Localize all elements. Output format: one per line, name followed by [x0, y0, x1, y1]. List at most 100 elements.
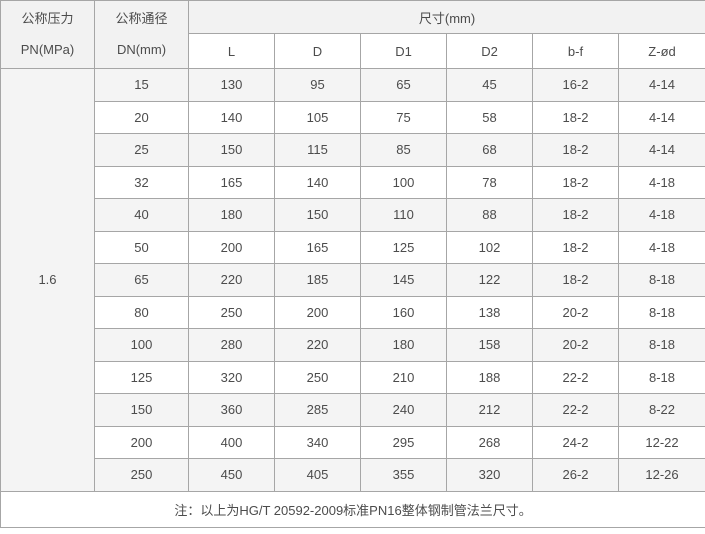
cell-D2: 88 [446, 198, 533, 232]
cell-bf: 18-2 [532, 198, 619, 232]
cell-D1: 355 [360, 458, 447, 492]
cell-L: 450 [188, 458, 275, 492]
cell-D1: 85 [360, 133, 447, 167]
cell-zod: 8-22 [617, 393, 705, 427]
table-row: 32 165 140 100 78 18-2 4-18 [1, 165, 705, 199]
table-row: 50 200 165 125 102 18-2 4-18 [1, 230, 705, 264]
table-row: 200 400 340 295 268 24-2 12-22 [1, 425, 705, 459]
table-row: 80 250 200 160 138 20-2 8-18 [1, 295, 705, 329]
cell-zod: 4-18 [617, 165, 705, 199]
cell-D: 165 [274, 230, 361, 264]
cell-D1: 75 [360, 100, 447, 134]
cell-D: 285 [274, 393, 361, 427]
table-row: 250 450 405 355 320 26-2 12-26 [1, 458, 705, 492]
pressure-title: 公称压力 [21, 11, 74, 26]
table-note: 注：以上为HG/T 20592-2009标准PN16整体钢制管法兰尺寸。 [0, 490, 705, 528]
cell-D2: 268 [446, 425, 533, 459]
cell-D: 220 [274, 328, 361, 362]
cell-zod: 4-18 [617, 198, 705, 232]
cell-dn: 32 [94, 165, 189, 199]
cell-zod: 12-26 [617, 458, 705, 492]
cell-zod: 12-22 [617, 425, 705, 459]
cell-D: 200 [274, 295, 361, 329]
cell-bf: 26-2 [532, 458, 619, 492]
cell-D: 105 [274, 100, 361, 134]
cell-bf: 22-2 [532, 393, 619, 427]
header-row-2: L D D1 D2 b-f Z-ød [1, 33, 705, 69]
cell-bf: 18-2 [532, 165, 619, 199]
cell-dn: 25 [94, 133, 189, 167]
cell-D1: 160 [360, 295, 447, 329]
cell-L: 400 [188, 425, 275, 459]
table-row: 20 140 105 75 58 18-2 4-14 [1, 100, 705, 134]
note-row: 注：以上为HG/T 20592-2009标准PN16整体钢制管法兰尺寸。 [0, 490, 705, 528]
cell-L: 250 [188, 295, 275, 329]
cell-dn: 65 [94, 263, 189, 297]
cell-D1: 110 [360, 198, 447, 232]
cell-D: 150 [274, 198, 361, 232]
pressure-unit: PN(MPa) [20, 42, 75, 57]
cell-bf: 16-2 [532, 68, 619, 102]
table-row: 40 180 150 110 88 18-2 4-18 [1, 198, 705, 232]
table-row: 150 360 285 240 212 22-2 8-22 [1, 393, 705, 427]
cell-D1: 145 [360, 263, 447, 297]
cell-D1: 295 [360, 425, 447, 459]
cell-D2: 320 [446, 458, 533, 492]
cell-D2: 212 [446, 393, 533, 427]
cell-bf: 22-2 [532, 360, 619, 394]
cell-D: 140 [274, 165, 361, 199]
cell-dn: 40 [94, 198, 189, 232]
header-cell-size-group: 尺寸(mm) [187, 0, 705, 34]
cell-D: 95 [274, 68, 361, 102]
cell-zod: 8-18 [617, 295, 705, 329]
cell-zod: 4-14 [617, 133, 705, 167]
header-cell-zod: Z-ød [617, 33, 705, 69]
cell-D: 340 [274, 425, 361, 459]
cell-bf: 20-2 [532, 328, 619, 362]
cell-L: 140 [188, 100, 275, 134]
cell-dn: 250 [94, 458, 189, 492]
cell-D2: 45 [446, 68, 533, 102]
cell-D: 185 [274, 263, 361, 297]
cell-D2: 58 [446, 100, 533, 134]
cell-L: 200 [188, 230, 275, 264]
cell-D2: 102 [446, 230, 533, 264]
cell-bf: 24-2 [532, 425, 619, 459]
cell-D2: 78 [446, 165, 533, 199]
table-row: 25 150 115 85 68 18-2 4-14 [1, 133, 705, 167]
cell-D: 250 [274, 360, 361, 394]
cell-pn-value: 1.6 [0, 68, 95, 492]
cell-bf: 20-2 [532, 295, 619, 329]
cell-L: 180 [188, 198, 275, 232]
table-row: 125 320 250 210 188 22-2 8-18 [1, 360, 705, 394]
cell-L: 280 [188, 328, 275, 362]
cell-D: 115 [274, 133, 361, 167]
cell-zod: 8-18 [617, 263, 705, 297]
cell-bf: 18-2 [532, 230, 619, 264]
header-cell-D2: D2 [446, 33, 533, 69]
header-cell-D1: D1 [360, 33, 447, 69]
cell-bf: 18-2 [532, 133, 619, 167]
cell-D1: 100 [360, 165, 447, 199]
cell-zod: 4-14 [617, 68, 705, 102]
header-cell-diameter: 公称通径 DN(mm) [94, 0, 189, 69]
cell-bf: 18-2 [532, 100, 619, 134]
cell-L: 165 [188, 165, 275, 199]
cell-D1: 240 [360, 393, 447, 427]
cell-L: 220 [188, 263, 275, 297]
header-cell-L: L [188, 33, 275, 69]
cell-dn: 20 [94, 100, 189, 134]
cell-dn: 15 [94, 68, 189, 102]
cell-dn: 125 [94, 360, 189, 394]
header-cell-D: D [274, 33, 361, 69]
cell-D2: 158 [446, 328, 533, 362]
cell-dn: 50 [94, 230, 189, 264]
cell-D: 405 [274, 458, 361, 492]
cell-dn: 100 [94, 328, 189, 362]
cell-zod: 4-14 [617, 100, 705, 134]
cell-D2: 68 [446, 133, 533, 167]
table-row: 65 220 185 145 122 18-2 8-18 [1, 263, 705, 297]
cell-D1: 180 [360, 328, 447, 362]
